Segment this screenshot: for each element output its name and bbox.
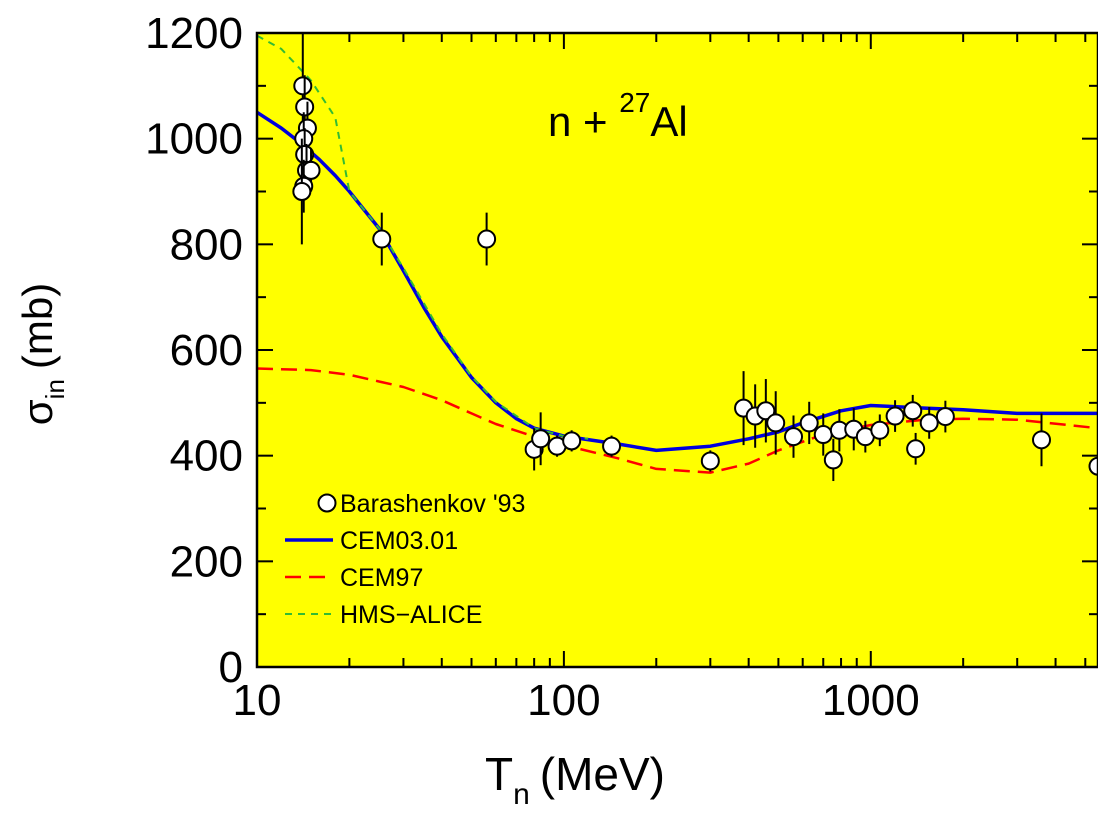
data-point-30 <box>903 401 923 421</box>
legend: Barashenkov '93 CEM03.01 CEM97 HMS−ALICE <box>285 490 525 629</box>
y-tick-label-1000: 1000 <box>145 115 243 164</box>
data-point-15 <box>602 436 622 456</box>
x-tick-label-1000: 1000 <box>822 676 920 725</box>
legend-label-0: CEM03.01 <box>340 527 458 555</box>
legend-label-1: CEM97 <box>340 564 423 592</box>
data-point-6 <box>301 160 321 180</box>
y-tick-label-200: 200 <box>170 537 243 586</box>
data-point-8 <box>292 182 312 201</box>
data-point-24 <box>823 450 843 470</box>
y-tick-label-0: 0 <box>219 643 243 692</box>
plot-frame <box>255 31 1098 669</box>
data-point-21 <box>784 427 804 447</box>
data-point-29 <box>885 406 905 426</box>
data-point-23 <box>813 425 833 445</box>
legend-label-2: HMS−ALICE <box>340 601 482 629</box>
data-point-28 <box>870 420 890 440</box>
data-point-10 <box>477 229 497 249</box>
x-axis-title: Tn (MeV) <box>485 748 665 811</box>
legend-marker-points <box>317 493 337 513</box>
plot-annotation: n + 27Al <box>548 87 688 145</box>
data-point-12 <box>531 429 551 449</box>
x-tick-label-10: 10 <box>233 676 282 725</box>
data-point-32 <box>919 413 939 433</box>
y-tick-label-1200: 1200 <box>145 9 243 58</box>
series-line-1 <box>256 367 1098 474</box>
tick-labels: 10 100 1000 0 200 400 600 800 1000 1200 <box>145 9 920 725</box>
data-point-33 <box>935 407 955 427</box>
y-axis-title: σin(mb) <box>14 283 70 426</box>
y-tick-label-800: 800 <box>170 220 243 269</box>
data-point-34 <box>1032 430 1052 450</box>
y-tick-label-600: 600 <box>170 326 243 375</box>
data-point-22 <box>799 413 819 433</box>
data-point-9 <box>372 229 392 249</box>
y-tick-label-400: 400 <box>170 432 243 481</box>
data-point-0 <box>293 76 313 96</box>
data-points <box>292 33 1098 483</box>
legend-label-points: Barashenkov '93 <box>340 490 525 518</box>
x-tick-label-100: 100 <box>527 676 600 725</box>
data-point-31 <box>906 439 926 459</box>
data-point-19 <box>756 401 776 421</box>
data-point-16 <box>700 451 720 471</box>
data-point-35 <box>1088 456 1098 476</box>
plot-background <box>257 33 1098 667</box>
data-point-14 <box>562 431 582 451</box>
data-point-20 <box>766 413 786 433</box>
